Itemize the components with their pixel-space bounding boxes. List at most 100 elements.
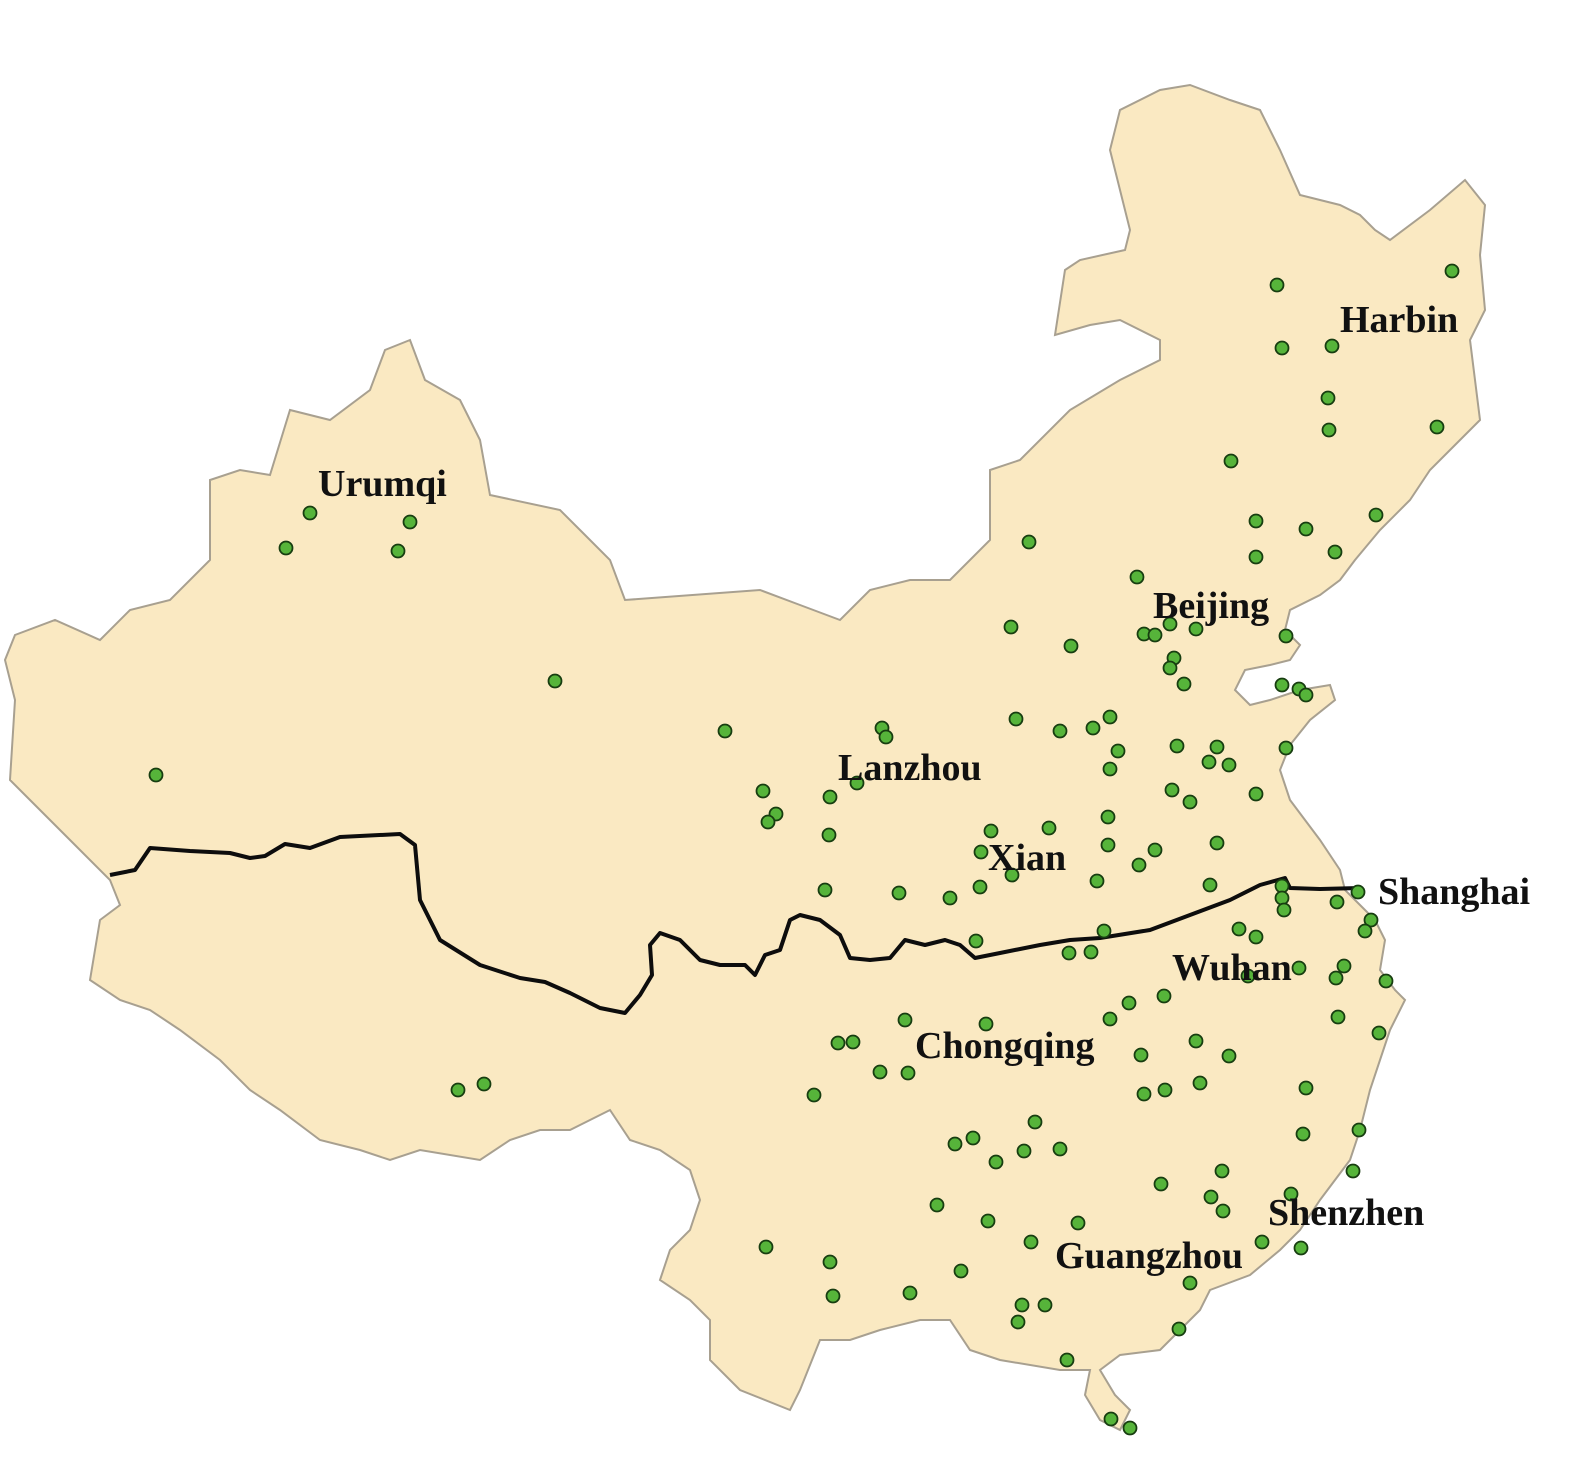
- station-marker: [1085, 720, 1101, 736]
- station-marker: [1122, 1420, 1138, 1436]
- station-marker: [1336, 958, 1352, 974]
- station-marker: [148, 767, 164, 783]
- station-marker: [1147, 842, 1163, 858]
- station-marker: [1100, 809, 1116, 825]
- station-marker: [1327, 544, 1343, 560]
- station-marker: [1269, 277, 1285, 293]
- station-marker: [1003, 619, 1019, 635]
- station-marker: [1063, 638, 1079, 654]
- station-marker: [1345, 1163, 1361, 1179]
- station-marker: [1330, 1009, 1346, 1025]
- station-marker: [878, 729, 894, 745]
- station-marker: [845, 1034, 861, 1050]
- station-marker: [1023, 1234, 1039, 1250]
- station-marker: [1329, 894, 1345, 910]
- station-marker: [1283, 1186, 1299, 1202]
- station-marker: [1351, 1122, 1367, 1138]
- city-label-chongqing: Chongqing: [915, 1025, 1095, 1067]
- station-marker: [1274, 677, 1290, 693]
- station-marker: [1136, 1086, 1152, 1102]
- station-marker: [1203, 1189, 1219, 1205]
- station-marker: [1240, 968, 1256, 984]
- station-marker: [1188, 1033, 1204, 1049]
- station-marker: [1089, 873, 1105, 889]
- station-marker: [1209, 835, 1225, 851]
- station-marker: [1248, 929, 1264, 945]
- station-marker: [1037, 1297, 1053, 1313]
- station-marker: [983, 823, 999, 839]
- station-marker: [965, 1130, 981, 1146]
- station-marker: [1008, 711, 1024, 727]
- station-marker: [1276, 902, 1292, 918]
- station-marker: [1298, 1080, 1314, 1096]
- station-marker: [1182, 794, 1198, 810]
- station-marker: [1291, 960, 1307, 976]
- station-marker: [968, 933, 984, 949]
- station-marker: [1070, 1215, 1086, 1231]
- station-marker: [1278, 740, 1294, 756]
- station-marker: [1156, 988, 1172, 1004]
- station-marker: [1176, 676, 1192, 692]
- station-marker: [1320, 390, 1336, 406]
- city-label-lanzhou: Lanzhou: [838, 747, 982, 789]
- station-marker: [1102, 1011, 1118, 1027]
- station-marker: [1027, 1114, 1043, 1130]
- station-marker: [1357, 923, 1373, 939]
- station-marker: [1295, 1126, 1311, 1142]
- station-marker: [978, 1016, 994, 1032]
- station-marker: [1201, 754, 1217, 770]
- station-marker: [1429, 419, 1445, 435]
- station-marker: [821, 827, 837, 843]
- station-marker: [942, 890, 958, 906]
- station-marker: [1223, 453, 1239, 469]
- city-label-urumqi: Urumqi: [318, 463, 447, 505]
- station-marker: [1368, 507, 1384, 523]
- station-marker: [947, 1136, 963, 1152]
- station-marker: [1214, 1163, 1230, 1179]
- station-marker: [830, 1035, 846, 1051]
- station-marker: [1274, 340, 1290, 356]
- station-marker: [402, 514, 418, 530]
- station-marker: [1052, 723, 1068, 739]
- station-marker: [1014, 1297, 1030, 1313]
- station-marker: [1162, 660, 1178, 676]
- station-marker: [1254, 1234, 1270, 1250]
- station-marker: [758, 1239, 774, 1255]
- station-marker: [973, 844, 989, 860]
- station-marker: [1164, 782, 1180, 798]
- city-label-shanghai: Shanghai: [1378, 871, 1530, 913]
- city-label-xian: Xian: [988, 837, 1066, 879]
- station-marker: [953, 1263, 969, 1279]
- station-marker: [1209, 739, 1225, 755]
- city-label-guangzhou: Guangzhou: [1055, 1235, 1243, 1277]
- city-label-shenzhen: Shenzhen: [1268, 1192, 1424, 1234]
- station-markers: [148, 263, 1460, 1436]
- station-marker: [1248, 549, 1264, 565]
- station-marker: [1147, 627, 1163, 643]
- station-marker: [1274, 878, 1290, 894]
- station-marker: [806, 1087, 822, 1103]
- station-marker: [1324, 338, 1340, 354]
- station-marker: [1363, 912, 1379, 928]
- station-marker: [1298, 521, 1314, 537]
- station-marker: [1100, 837, 1116, 853]
- city-label-beijing: Beijing: [1153, 585, 1269, 627]
- station-marker: [1059, 1352, 1075, 1368]
- station-marker: [891, 885, 907, 901]
- station-marker: [1221, 757, 1237, 773]
- china-landmass: [3, 83, 1487, 1432]
- station-marker: [1215, 1203, 1231, 1219]
- station-marker: [1121, 995, 1137, 1011]
- station-marker: [547, 673, 563, 689]
- station-marker: [1083, 944, 1099, 960]
- city-label-wuhan: Wuhan: [1172, 947, 1292, 989]
- station-marker: [1171, 1321, 1187, 1337]
- station-marker: [1192, 1075, 1208, 1091]
- boundary-line: [109, 832, 1361, 1015]
- station-marker: [1153, 1176, 1169, 1192]
- station-marker: [1231, 921, 1247, 937]
- station-marker: [1157, 1082, 1173, 1098]
- station-marker: [1378, 973, 1394, 989]
- station-marker: [972, 879, 988, 895]
